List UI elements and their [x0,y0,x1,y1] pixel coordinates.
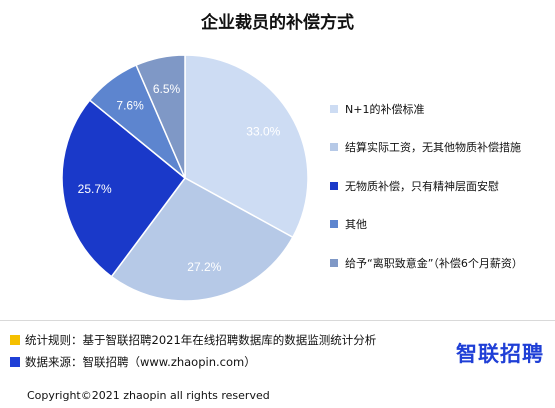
pie-slice [61,99,187,278]
pie-slice [110,177,294,302]
rule-marker [10,335,20,345]
copyright: Copyright©2021 zhaopin all rights reserv… [27,389,270,402]
legend-item: 给予“离职致意金”（补偿6个月薪资） [330,256,552,271]
slice-label: 7.6% [116,98,144,112]
slice-label: 33.0% [246,125,280,139]
source-marker [10,357,20,367]
legend-item: 无物质补偿，只有精神层面安慰 [330,179,552,194]
legend-item: N+1的补偿标准 [330,102,552,117]
legend-swatch [330,105,338,113]
legend-swatch [330,181,338,190]
legend-label: N+1的补偿标准 [345,103,425,116]
legend-label: 结算实际工资，无其他物质补偿措施 [345,141,521,155]
legend-label: 无物质补偿，只有精神层面安慰 [345,179,499,193]
chart-title: 企业裁员的补偿方式 [201,13,354,33]
slice-label: 27.2% [187,260,221,274]
legend-swatch [330,220,338,229]
footer-source-text: 数据来源：智联招聘（www.zhaopin.com） [25,355,256,369]
slice-label: 25.7% [78,182,112,196]
legend-item: 结算实际工资，无其他物质补偿措施 [330,140,552,155]
footer-rule: 统计规则：基于智联招聘2021年在线招聘数据库的数据监测统计分析 [10,333,376,347]
legend-swatch [330,143,338,152]
slice-label: 6.5% [153,82,181,96]
pie-slice [135,54,186,179]
pie-slice [184,54,309,239]
pie-chart: 33.0% 27.2% 25.7% 7.6% 6.5% [61,54,309,302]
footer-rule-text: 统计规则：基于智联招聘2021年在线招聘数据库的数据监测统计分析 [25,333,377,347]
legend-label: 其他 [345,218,367,232]
legend-label: 给予“离职致意金”（补偿6个月薪资） [345,256,523,270]
footer-source: 数据来源：智联招聘（www.zhaopin.com） [10,355,256,369]
legend-swatch [330,258,338,267]
legend-item: 其他 [330,217,552,232]
zhaopin-logo: 智联招聘 [456,342,544,366]
footer-divider [0,320,555,321]
legend: N+1的补偿标准 结算实际工资，无其他物质补偿措施 无物质补偿，只有精神层面安慰… [330,102,552,294]
